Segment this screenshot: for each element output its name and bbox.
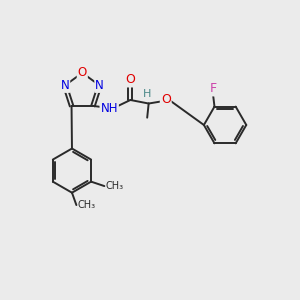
Text: NH: NH <box>100 102 118 115</box>
Text: H: H <box>143 89 152 99</box>
Text: N: N <box>61 79 69 92</box>
Text: O: O <box>125 74 135 86</box>
Text: O: O <box>78 66 87 80</box>
Text: CH₃: CH₃ <box>106 181 124 191</box>
Text: N: N <box>95 79 104 92</box>
Text: F: F <box>209 82 217 95</box>
Text: CH₃: CH₃ <box>78 200 96 210</box>
Text: O: O <box>161 94 171 106</box>
